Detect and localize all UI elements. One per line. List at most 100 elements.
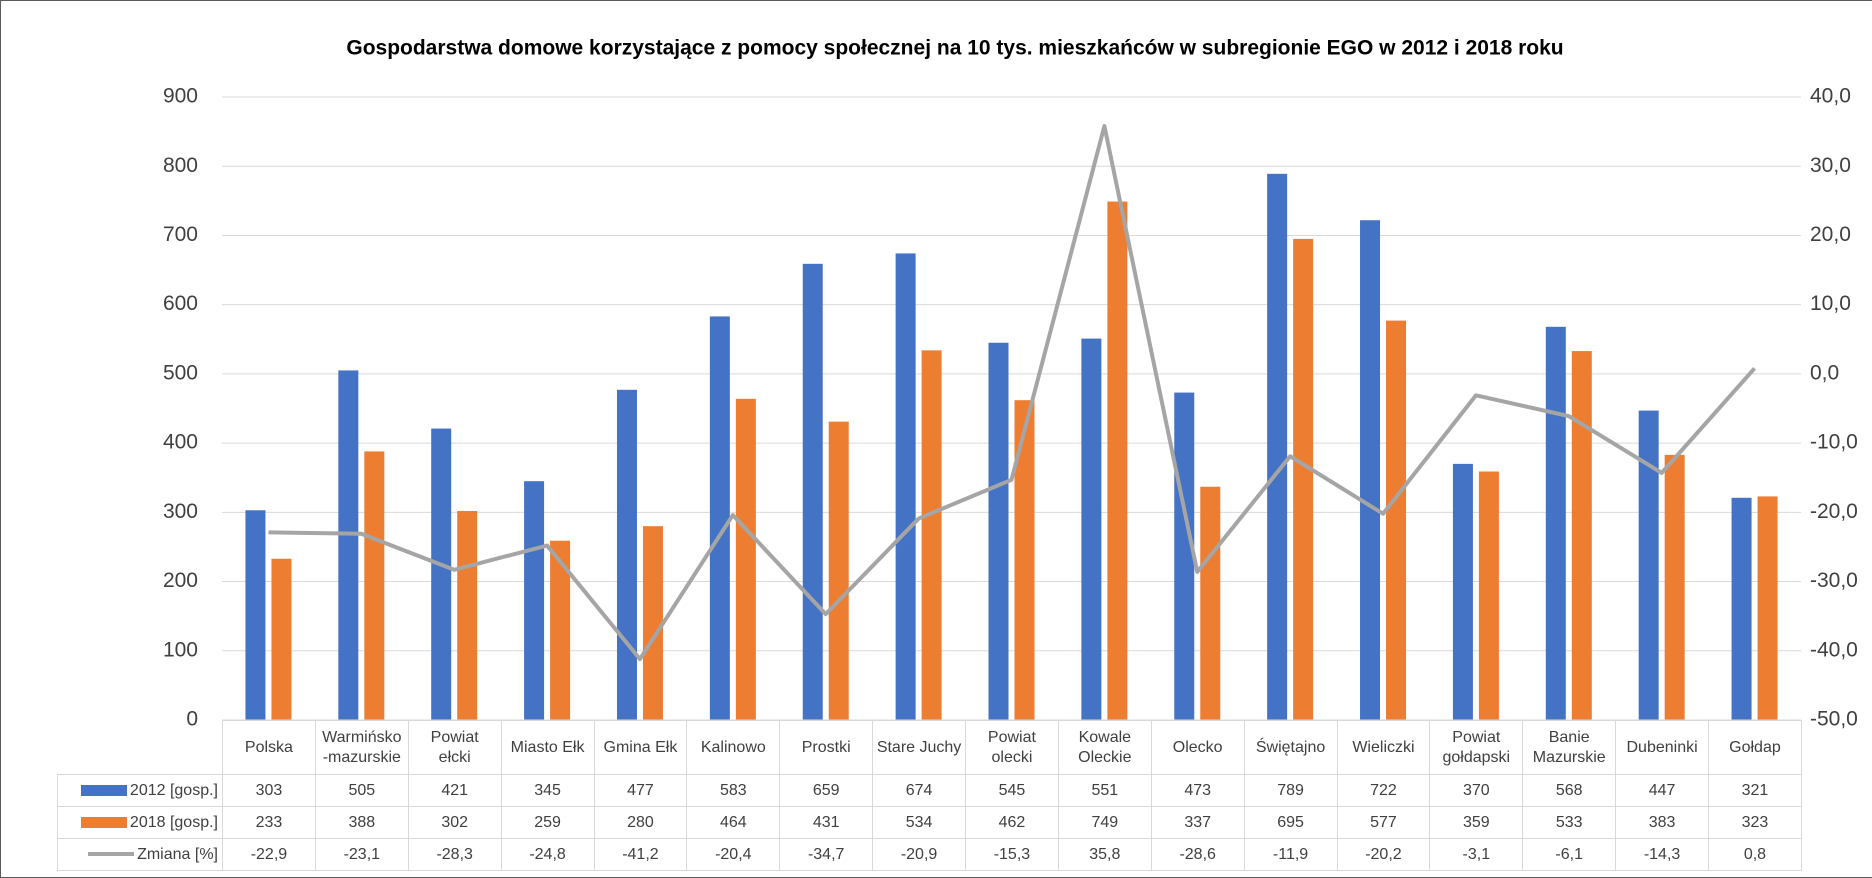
legend-key xyxy=(80,784,127,796)
bar xyxy=(1267,173,1288,720)
bar xyxy=(1545,326,1566,720)
table-value: 259 xyxy=(500,806,595,839)
table-value: 462 xyxy=(965,806,1059,839)
y2-tick-label: -10,0 xyxy=(1810,431,1858,454)
table-value: 464 xyxy=(686,806,781,839)
table-value: 695 xyxy=(1243,806,1338,839)
legend-entry: 2012 [gosp.] xyxy=(57,774,223,807)
x-tick-label: Kalinowo xyxy=(686,720,781,775)
table-value: 674 xyxy=(872,774,966,807)
table-value: 722 xyxy=(1336,774,1431,807)
table-value: -20,4 xyxy=(686,838,781,871)
table-value: 303 xyxy=(222,774,316,807)
y-tick-label: 0 xyxy=(186,708,198,731)
y2-tick-label: 30,0 xyxy=(1810,154,1851,177)
table-value: 477 xyxy=(593,774,688,807)
table-value: 505 xyxy=(314,774,409,807)
legend-entry: 2018 [gosp.] xyxy=(57,806,223,839)
y-tick-label: 500 xyxy=(163,361,198,384)
table-value: 568 xyxy=(1522,774,1617,807)
bar xyxy=(550,540,571,720)
x-tick-label: Banie Mazurskie xyxy=(1522,720,1617,775)
table-value: -14,3 xyxy=(1615,838,1709,871)
table-value: 321 xyxy=(1708,774,1802,807)
table-value: 473 xyxy=(1150,774,1245,807)
legend-label: 2018 [gosp.] xyxy=(129,813,218,831)
table-value: 431 xyxy=(779,806,874,839)
y2-tick-label: -50,0 xyxy=(1810,708,1858,731)
x-tick-label: Powiat ełcki xyxy=(407,720,502,775)
bar xyxy=(1664,454,1685,720)
x-tick-label: Wieliczki xyxy=(1336,720,1431,775)
table-value: 233 xyxy=(222,806,316,839)
legend-label: Zmiana [%] xyxy=(137,845,218,863)
y2-tick-label: -30,0 xyxy=(1810,569,1858,592)
bar xyxy=(1731,497,1752,720)
x-tick-label: Powiat gołdapski xyxy=(1429,720,1524,775)
table-value: -20,2 xyxy=(1336,838,1431,871)
table-value: 534 xyxy=(872,806,966,839)
table-value: 749 xyxy=(1057,806,1152,839)
bar xyxy=(1478,471,1499,720)
table-value: 323 xyxy=(1708,806,1802,839)
table-value: -6,1 xyxy=(1522,838,1617,871)
table-value: 421 xyxy=(407,774,502,807)
table-value: -41,2 xyxy=(593,838,688,871)
bar xyxy=(1200,486,1221,720)
bar xyxy=(1571,351,1592,720)
table-value: 345 xyxy=(500,774,595,807)
table-value: 551 xyxy=(1057,774,1152,807)
y2-tick-label: -20,0 xyxy=(1810,500,1858,523)
table-value: 577 xyxy=(1336,806,1431,839)
table-value: 545 xyxy=(965,774,1059,807)
y-tick-label: 300 xyxy=(163,500,198,523)
y-tick-label: 400 xyxy=(163,431,198,454)
y2-tick-label: 40,0 xyxy=(1810,85,1851,108)
table-value: -11,9 xyxy=(1243,838,1338,871)
bar xyxy=(524,481,545,720)
bar xyxy=(1107,201,1128,720)
y-tick-label: 600 xyxy=(163,292,198,315)
bar xyxy=(338,370,359,720)
bar xyxy=(828,421,849,720)
bar xyxy=(616,389,637,720)
table-value: 337 xyxy=(1150,806,1245,839)
table-row: Zmiana [%] -22,9 -23,1 -28,3 -24,8 -41,2 -20,4… xyxy=(57,838,1802,871)
table-value: 447 xyxy=(1615,774,1709,807)
bar xyxy=(895,253,916,721)
x-tick-label: Powiat olecki xyxy=(965,720,1059,775)
bar xyxy=(642,526,663,720)
table-value: -23,1 xyxy=(314,838,409,871)
bar xyxy=(271,558,292,720)
table-value: -28,3 xyxy=(407,838,502,871)
table-value: -22,9 xyxy=(222,838,316,871)
table-value: 789 xyxy=(1243,774,1338,807)
bar xyxy=(457,510,478,720)
corner xyxy=(58,721,223,775)
legend-label: 2012 [gosp.] xyxy=(129,781,218,799)
x-tick-label: Miasto Ełk xyxy=(500,720,595,775)
x-tick-label: Olecko xyxy=(1150,720,1245,775)
x-tick-label: Stare Juchy xyxy=(872,720,966,775)
bar xyxy=(431,428,452,720)
table-value: 302 xyxy=(407,806,502,839)
bar xyxy=(1293,238,1314,720)
table-value: -15,3 xyxy=(965,838,1059,871)
table-value: 280 xyxy=(593,806,688,839)
bar xyxy=(364,451,385,720)
legend-key xyxy=(80,816,127,828)
table-row: 2012 [gosp.] 303 505 421 345 477 583 659 674 545 5… xyxy=(57,774,1802,807)
category-row: Polska Warmińsko -mazurskie Powiat ełcki Mi… xyxy=(58,720,1802,775)
x-tick-label: Dubeninki xyxy=(1615,720,1709,775)
bar xyxy=(988,342,1009,720)
bar xyxy=(1081,338,1102,720)
table-value: 659 xyxy=(779,774,874,807)
chart-title: Gospodarstwa domowe korzystające z pomoc… xyxy=(346,37,1563,60)
y-tick-label: 800 xyxy=(163,154,198,177)
bar xyxy=(709,316,730,720)
line-series xyxy=(268,124,1757,662)
table-value: 383 xyxy=(1615,806,1709,839)
y-tick-label: 200 xyxy=(163,569,198,592)
bar xyxy=(1386,320,1407,720)
